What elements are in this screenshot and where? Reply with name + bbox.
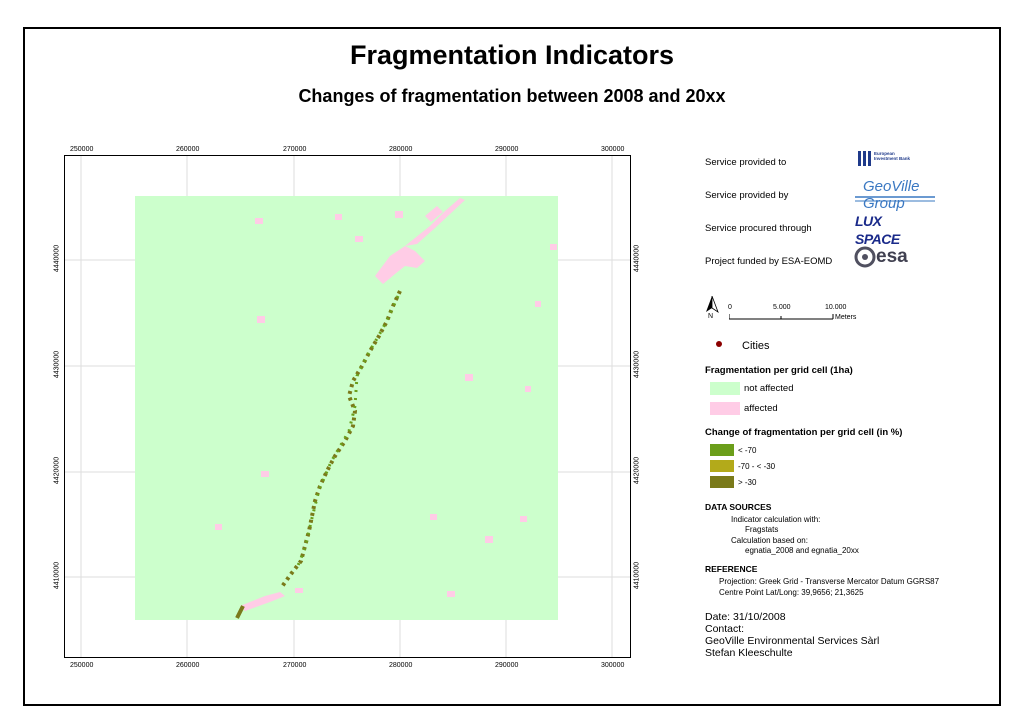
footer-person: Stefan Kleeschulte (705, 647, 793, 659)
service-provided-to: Service provided to (705, 157, 787, 168)
data-sources-line2: Fragstats (745, 525, 779, 534)
data-sources-line1: Indicator calculation with: (731, 515, 821, 524)
legend-affected: affected (744, 403, 778, 414)
y-tick-right-3: 4420000 (633, 456, 641, 485)
x-tick-top-1: 250000 (70, 146, 94, 153)
service-procured-through: Service procured through (705, 223, 812, 234)
luxspace-logo: LUX SPACE (855, 213, 900, 247)
legend-change-title: Change of fragmentation per grid cell (i… (705, 427, 903, 438)
x-tick-bottom-2: 260000 (176, 662, 200, 669)
x-tick-top-2: 260000 (176, 146, 200, 153)
x-tick-top-3: 270000 (283, 146, 307, 153)
affected-patches (215, 198, 557, 611)
x-tick-bottom-5: 290000 (495, 662, 519, 669)
data-sources-line4: egnatia_2008 and egnatia_20xx (745, 546, 859, 555)
map-canvas[interactable] (65, 156, 630, 657)
eib-logo: European Investment Bank (858, 150, 918, 168)
reference-heading: REFERENCE (705, 564, 758, 574)
esa-logo: esa (854, 246, 918, 270)
scale-bar: 0 5.000 10.000 Meters (728, 304, 857, 321)
reference-line2: Centre Point Lat/Long: 39,9656; 21,3625 (719, 588, 864, 597)
page-subtitle: Changes of fragmentation between 2008 an… (298, 86, 726, 106)
north-arrow: N (705, 296, 719, 324)
y-tick-left-1: 4440000 (53, 244, 61, 273)
footer-org: GeoVille Environmental Services Sàrl (705, 635, 880, 647)
swatch-not-affected (710, 382, 740, 395)
x-tick-bottom-3: 270000 (283, 662, 307, 669)
legend-cities: Cities (742, 340, 770, 352)
change-corridor (235, 290, 402, 619)
swatch-gt-minus30 (710, 476, 734, 488)
geoville-logo: GeoVille Group (855, 178, 935, 212)
study-area-not-affected (135, 196, 558, 620)
legend-c3: > -30 (738, 478, 757, 487)
service-provided-by: Service provided by (705, 190, 789, 201)
map-sheet-border (23, 27, 1001, 706)
y-tick-right-4: 4410000 (633, 561, 641, 590)
reference-line1: Projection: Greek Grid - Transverse Merc… (719, 577, 940, 586)
data-sources-line3: Calculation based on: (731, 536, 808, 545)
y-tick-left-4: 4410000 (53, 561, 61, 590)
x-tick-top-6: 300000 (601, 146, 625, 153)
x-tick-bottom-6: 300000 (601, 662, 625, 669)
legend-not-affected: not affected (744, 383, 794, 394)
map-panel[interactable] (64, 155, 631, 658)
x-tick-bottom-4: 280000 (389, 662, 413, 669)
y-tick-right-1: 4440000 (633, 244, 641, 273)
data-sources-heading: DATA SOURCES (705, 502, 772, 512)
y-tick-left-3: 4420000 (53, 456, 61, 485)
x-tick-top-4: 280000 (389, 146, 413, 153)
page-title: Fragmentation Indicators (349, 40, 675, 70)
swatch-minus70-minus30 (710, 460, 734, 472)
x-tick-bottom-1: 250000 (70, 662, 94, 669)
y-tick-right-2: 4430000 (633, 350, 641, 379)
footer-date: Date: 31/10/2008 (705, 611, 786, 623)
x-tick-top-5: 290000 (495, 146, 519, 153)
footer-contact: Contact: (705, 623, 745, 635)
swatch-affected (710, 402, 740, 415)
swatch-lt-minus70 (710, 444, 734, 456)
y-tick-left-2: 4430000 (53, 350, 61, 379)
legend-frag-title: Fragmentation per grid cell (1ha) (705, 365, 853, 376)
legend-c1: < -70 (738, 446, 757, 455)
project-funded-by: Project funded by ESA-EOMD (705, 256, 833, 267)
legend-c2: -70 - < -30 (738, 462, 776, 471)
city-point-symbol (716, 341, 722, 347)
